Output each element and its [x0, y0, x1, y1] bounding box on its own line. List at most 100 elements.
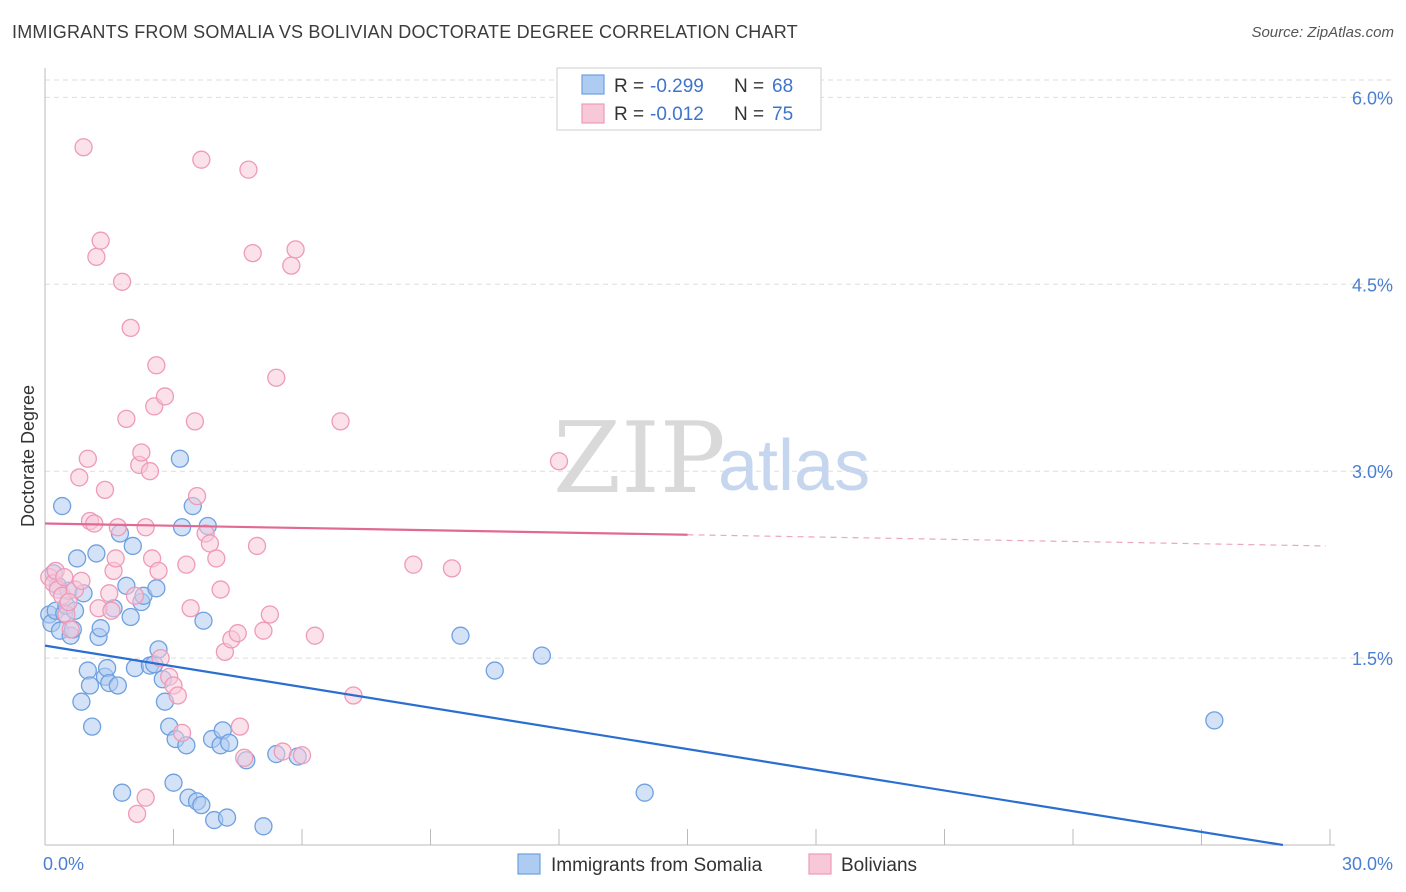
point-bolivians	[136, 518, 155, 537]
series-legend-swatch-somalia	[517, 853, 541, 875]
point-bolivians	[286, 240, 305, 259]
point-bolivians	[235, 748, 254, 767]
watermark-atlas-text: atlas	[718, 426, 870, 506]
point-bolivians	[149, 561, 168, 581]
trend-line-bolivians	[44, 522, 688, 536]
point-bolivians	[136, 788, 155, 807]
point-bolivians	[70, 468, 89, 487]
legend-n-value-1: 68	[772, 76, 793, 97]
point-somalia	[220, 733, 239, 752]
point-somalia	[485, 661, 504, 680]
point-somalia	[147, 579, 166, 598]
point-bolivians	[74, 138, 93, 157]
point-somalia	[172, 518, 192, 537]
point-somalia	[194, 611, 213, 630]
point-bolivians	[254, 621, 273, 640]
point-bolivians	[239, 160, 258, 179]
point-bolivians	[243, 243, 262, 263]
point-bolivians	[112, 272, 132, 291]
point-somalia	[164, 773, 183, 792]
point-bolivians	[61, 620, 80, 639]
point-bolivians	[125, 586, 145, 605]
point-somalia	[91, 619, 110, 638]
chart-title: IMMIGRANTS FROM SOMALIA VS BOLIVIAN DOCT…	[12, 22, 798, 42]
point-bolivians	[147, 356, 166, 375]
y-tick-label: 6.0%	[1352, 88, 1393, 108]
x-tick-label: 30.0%	[1342, 854, 1393, 874]
point-bolivians	[91, 231, 110, 250]
point-bolivians	[117, 409, 136, 429]
x-tick-label: 0.0%	[43, 854, 84, 874]
point-somalia	[170, 449, 190, 468]
point-somalia	[72, 692, 91, 711]
point-somalia	[67, 549, 87, 568]
point-bolivians	[305, 626, 325, 645]
point-somalia	[80, 676, 100, 695]
point-somalia	[254, 817, 273, 836]
point-bolivians	[185, 412, 205, 431]
point-bolivians	[230, 717, 250, 736]
legend-n-label-1: N =	[734, 76, 764, 97]
point-bolivians	[273, 742, 292, 761]
point-bolivians	[442, 559, 462, 578]
point-somalia	[87, 544, 106, 563]
point-bolivians	[108, 518, 127, 537]
point-bolivians	[59, 592, 78, 612]
point-bolivians	[127, 804, 147, 823]
trend-lines	[44, 522, 1327, 847]
point-bolivians	[132, 443, 151, 462]
point-somalia	[108, 676, 127, 695]
point-bolivians	[140, 462, 160, 481]
series-legend-label-bolivians: Bolivians	[841, 855, 917, 876]
point-somalia	[1205, 711, 1224, 730]
legend-r-label-1: R =	[614, 76, 644, 97]
source-credit: Source: ZipAtlas.com	[1251, 24, 1394, 41]
legend-r-value-2: -0.012	[650, 104, 704, 125]
point-somalia	[78, 661, 97, 680]
point-bolivians	[211, 580, 230, 599]
y-tick-labels: 1.5% 3.0% 4.5% 6.0%	[1352, 88, 1393, 669]
point-bolivians	[549, 452, 569, 471]
legend-swatch-somalia	[581, 74, 605, 95]
legend-n-value-2: 75	[772, 104, 793, 125]
point-bolivians	[187, 486, 207, 506]
point-somalia	[192, 795, 211, 815]
point-bolivians	[247, 536, 267, 556]
point-bolivians	[228, 624, 247, 643]
trend-line-bolivians-dashed	[687, 534, 1327, 547]
point-bolivians	[207, 549, 226, 568]
point-somalia	[52, 496, 72, 516]
watermark-zip-text: ZIP	[553, 402, 726, 516]
point-bolivians	[282, 256, 301, 275]
point-bolivians	[95, 480, 115, 500]
point-bolivians	[102, 601, 121, 620]
y-axis-title: Doctorate Degree	[18, 385, 38, 527]
point-bolivians	[100, 584, 119, 603]
point-bolivians	[55, 567, 74, 587]
point-bolivians	[106, 549, 125, 568]
series-legend-label-somalia: Immigrants from Somalia	[551, 855, 763, 876]
point-somalia	[451, 626, 470, 645]
correlation-legend: R = -0.299 N = 68 R = -0.012 N = 75	[556, 67, 822, 131]
point-bolivians	[181, 599, 200, 618]
point-somalia	[532, 646, 552, 665]
point-somalia	[123, 536, 142, 556]
point-bolivians	[155, 387, 175, 406]
watermark: ZIP atlas	[553, 402, 870, 516]
point-bolivians	[192, 150, 211, 169]
axes	[44, 68, 1335, 846]
point-bolivians	[172, 723, 192, 743]
point-bolivians	[331, 412, 350, 431]
x-tick-labels: 0.0% 30.0%	[43, 854, 1393, 874]
y-tick-label: 4.5%	[1352, 275, 1393, 295]
point-somalia	[121, 607, 140, 627]
point-bolivians	[121, 318, 140, 338]
point-somalia	[112, 783, 132, 802]
point-bolivians	[260, 605, 280, 624]
point-bolivians	[267, 368, 286, 387]
point-bolivians	[168, 686, 187, 705]
y-tick-label: 3.0%	[1352, 462, 1393, 482]
scatter-points	[40, 138, 1224, 836]
point-bolivians	[72, 571, 91, 590]
